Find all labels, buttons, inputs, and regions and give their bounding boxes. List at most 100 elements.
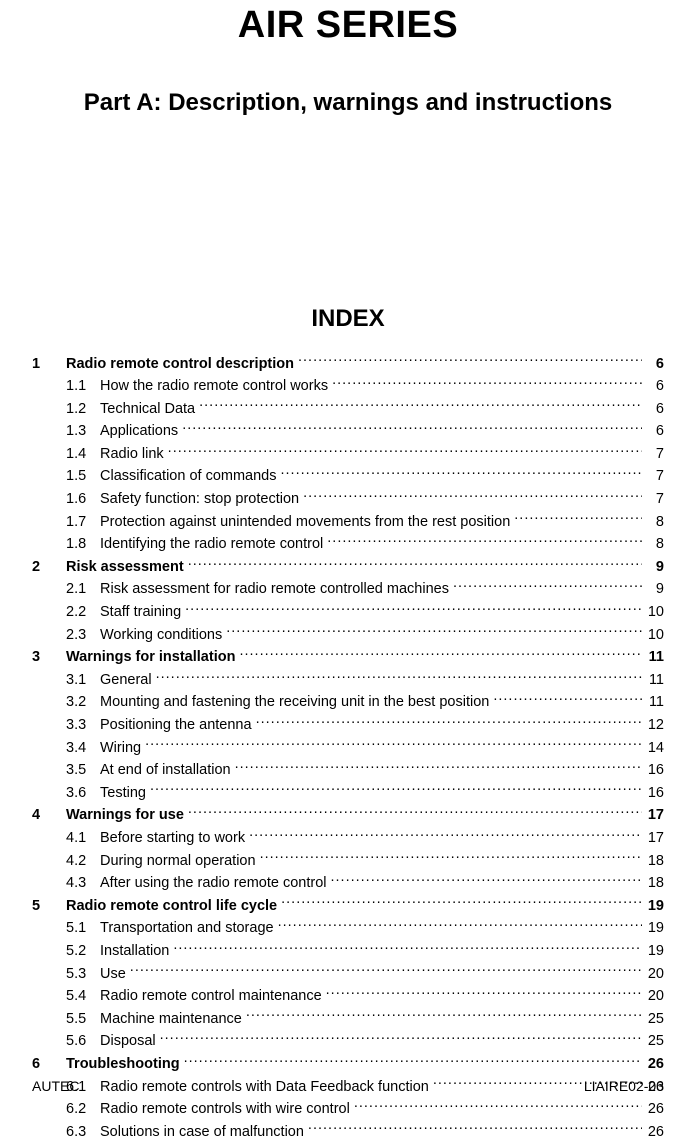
toc-leader-dots — [493, 692, 642, 707]
toc-leader-dots — [168, 443, 642, 458]
toc-subsection-number: 2.1 — [66, 579, 100, 599]
toc-leader-dots — [150, 782, 642, 797]
toc-label: Wiring — [100, 738, 145, 758]
toc-row: 1.5Classification of commands 7 — [32, 466, 664, 487]
toc-page-number: 12 — [642, 715, 664, 735]
toc-leader-dots — [327, 534, 642, 549]
toc-page-number: 6 — [642, 421, 664, 441]
toc-leader-dots — [239, 647, 642, 662]
toc-label: Testing — [100, 783, 150, 803]
footer-right: LIAIRE02-03 — [584, 1078, 664, 1094]
toc-page-number: 6 — [642, 354, 664, 374]
toc-label: Transportation and storage — [100, 918, 278, 938]
toc-subsection-number: 6.2 — [66, 1099, 100, 1119]
toc-label: Installation — [100, 941, 173, 961]
toc-leader-dots — [514, 511, 642, 526]
table-of-contents: 1Radio remote control description61.1How… — [32, 353, 664, 1142]
toc-page-number: 8 — [642, 512, 664, 532]
toc-row: 6.2Radio remote controls with wire contr… — [32, 1099, 664, 1120]
toc-page-number: 25 — [642, 1031, 664, 1051]
toc-leader-dots — [303, 489, 642, 504]
toc-leader-dots — [235, 760, 642, 775]
toc-section-number: 4 — [32, 805, 66, 825]
toc-label: Positioning the antenna — [100, 715, 256, 735]
toc-label: Risk assessment for radio remote control… — [100, 579, 453, 599]
toc-page-number: 14 — [642, 738, 664, 758]
toc-subsection-number: 1.3 — [66, 421, 100, 441]
toc-row: 1.3Applications 6 — [32, 421, 664, 442]
toc-leader-dots — [332, 376, 642, 391]
toc-label: Radio remote control maintenance — [100, 986, 326, 1006]
toc-leader-dots — [188, 805, 642, 820]
toc-page-number: 7 — [642, 444, 664, 464]
toc-row: 1.1How the radio remote control works6 — [32, 376, 664, 397]
toc-leader-dots — [185, 602, 642, 617]
toc-section-number: 6 — [32, 1054, 66, 1074]
toc-label: At end of installation — [100, 760, 235, 780]
toc-subsection-number: 1.5 — [66, 466, 100, 486]
toc-label: After using the radio remote control — [100, 873, 330, 893]
toc-row: 4.1Before starting to work17 — [32, 827, 664, 848]
toc-subsection-number: 5.3 — [66, 964, 100, 984]
index-heading: INDEX — [32, 305, 664, 333]
toc-subsection-number: 4.3 — [66, 873, 100, 893]
toc-label: Radio remote controls with wire control — [100, 1099, 354, 1119]
toc-leader-dots — [184, 1053, 642, 1068]
toc-page-number: 17 — [642, 828, 664, 848]
toc-row: 3.6Testing16 — [32, 782, 664, 803]
toc-page-number: 20 — [642, 964, 664, 984]
toc-subsection-number: 5.1 — [66, 918, 100, 938]
toc-label: Applications — [100, 421, 182, 441]
toc-subsection-number: 6.3 — [66, 1122, 100, 1142]
toc-label: Radio remote control life cycle — [66, 896, 281, 916]
toc-page-number: 6 — [642, 399, 664, 419]
toc-label: Risk assessment — [66, 557, 188, 577]
document-title: AIR SERIES — [32, 4, 664, 47]
toc-subsection-number: 4.2 — [66, 851, 100, 871]
toc-label: Before starting to work — [100, 828, 249, 848]
toc-row: 6Troubleshooting26 — [32, 1053, 664, 1074]
toc-subsection-number: 1.7 — [66, 512, 100, 532]
toc-label: Classification of commands — [100, 466, 281, 486]
toc-label: Warnings for use — [66, 805, 188, 825]
toc-leader-dots — [156, 669, 642, 684]
toc-page-number: 19 — [642, 896, 664, 916]
document-subtitle: Part A: Description, warnings and instru… — [32, 89, 664, 117]
toc-label: Mounting and fastening the receiving uni… — [100, 692, 493, 712]
toc-page-number: 6 — [642, 376, 664, 396]
toc-page-number: 11 — [642, 670, 664, 690]
toc-page-number: 18 — [642, 873, 664, 893]
toc-label: Radio remote control description — [66, 354, 298, 374]
page: AIR SERIES Part A: Description, warnings… — [0, 4, 696, 1120]
toc-page-number: 26 — [642, 1099, 664, 1119]
toc-row: 3.2Mounting and fastening the receiving … — [32, 692, 664, 713]
toc-page-number: 16 — [642, 760, 664, 780]
toc-row: 4Warnings for use17 — [32, 805, 664, 826]
toc-label: Machine maintenance — [100, 1009, 246, 1029]
toc-leader-dots — [308, 1121, 642, 1136]
toc-label: Troubleshooting — [66, 1054, 184, 1074]
toc-row: 2.3Working conditions10 — [32, 624, 664, 645]
toc-subsection-number: 3.3 — [66, 715, 100, 735]
toc-subsection-number: 5.2 — [66, 941, 100, 961]
toc-leader-dots — [160, 1031, 642, 1046]
toc-leader-dots — [246, 1008, 642, 1023]
footer-left: AUTEC — [32, 1078, 79, 1094]
toc-page-number: 18 — [642, 851, 664, 871]
toc-row: 5.4Radio remote control maintenance20 — [32, 986, 664, 1007]
toc-row: 2.2Staff training10 — [32, 602, 664, 623]
toc-subsection-number: 3.2 — [66, 692, 100, 712]
toc-row: 3.4Wiring14 — [32, 737, 664, 758]
toc-label: Identifying the radio remote control — [100, 534, 327, 554]
toc-row: 5.5Machine maintenance25 — [32, 1008, 664, 1029]
toc-row: 1.8Identifying the radio remote control8 — [32, 534, 664, 555]
toc-label: General — [100, 670, 156, 690]
toc-leader-dots — [281, 895, 642, 910]
toc-label: Warnings for installation — [66, 647, 239, 667]
toc-row: 4.3After using the radio remote control 1… — [32, 873, 664, 894]
toc-page-number: 7 — [642, 466, 664, 486]
toc-row: 1.4Radio link7 — [32, 443, 664, 464]
toc-row: 3.5At end of installation16 — [32, 760, 664, 781]
toc-subsection-number: 5.6 — [66, 1031, 100, 1051]
toc-subsection-number: 5.4 — [66, 986, 100, 1006]
